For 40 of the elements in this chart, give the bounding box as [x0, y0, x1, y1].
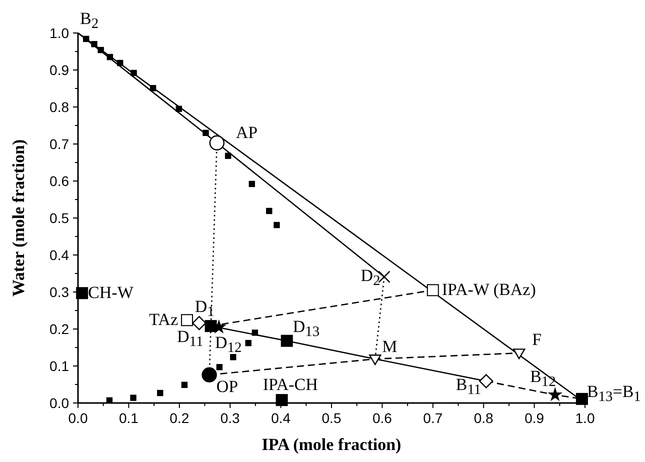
annotation: IPA-W (BAz) — [442, 280, 536, 300]
y-tick-label: 0.3 — [50, 284, 70, 300]
x-tick-label: 0.8 — [474, 410, 494, 426]
annotation: B$_{11}$ — [456, 375, 482, 398]
x-tick-label: 0.2 — [170, 410, 190, 426]
y-tick-label: 0.7 — [50, 136, 70, 152]
y-tick-label: 0.1 — [50, 358, 70, 374]
y-tick-label: 1.0 — [50, 25, 70, 41]
annotation: B$_{2}$ — [80, 9, 99, 32]
annotation: M — [382, 336, 398, 356]
x-tick-label: 0.0 — [68, 410, 88, 426]
annotation: B$_{12}$ — [530, 366, 556, 390]
x-tick-label: 0.3 — [220, 410, 240, 426]
annotation: B$_{13}$=B$_{1}$ — [586, 382, 641, 406]
annotation: IPA-CH — [262, 375, 318, 394]
x-tick-label: 0.6 — [372, 410, 392, 426]
annotation: AP — [236, 122, 258, 142]
x-axis-title: IPA (mole fraction) — [262, 435, 402, 454]
annotation: CH-W — [88, 283, 134, 302]
x-tick-label: 0.7 — [423, 410, 443, 426]
annotation: D$_{13}$ — [292, 316, 320, 340]
annotation: D$_{12}$ — [214, 333, 242, 356]
y-tick-label: 0.4 — [50, 247, 70, 263]
y-tick-label: 0.9 — [50, 62, 70, 78]
y-axis-title: Water (mole fraction) — [9, 139, 28, 297]
annotation: TAz — [149, 310, 178, 330]
annotation: F — [532, 330, 542, 350]
y-tick-label: 0.0 — [50, 395, 70, 411]
x-tick-label: 0.1 — [118, 410, 139, 426]
x-tick-label: 0.9 — [524, 410, 544, 426]
y-tick-label: 0.5 — [50, 210, 70, 226]
annotation: D$_{11}$ — [176, 327, 204, 350]
y-tick-label: 0.8 — [50, 99, 70, 115]
x-tick-label: 0.5 — [322, 410, 342, 426]
annotation: D$_{2}$ — [360, 266, 380, 290]
y-tick-label: 0.6 — [50, 173, 70, 189]
x-tick-label: 1.0 — [575, 410, 595, 426]
y-tick-label: 0.2 — [50, 321, 70, 337]
x-tick-label: 0.4 — [271, 410, 291, 426]
annotation: OP — [216, 376, 238, 396]
